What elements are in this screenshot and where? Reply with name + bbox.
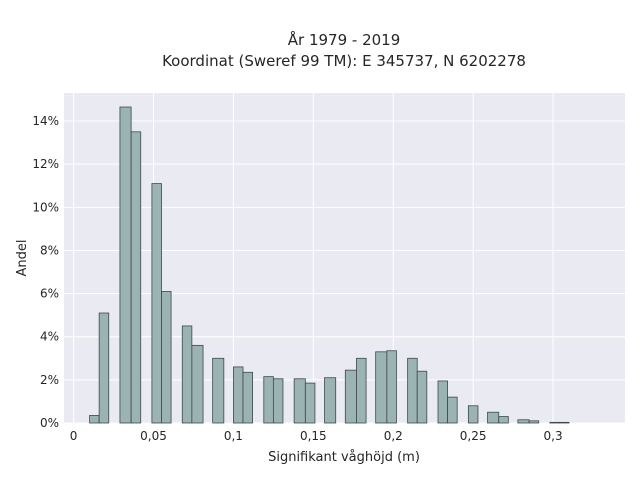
x-tick-label: 0,3	[544, 429, 563, 443]
y-tick-label: 8%	[40, 243, 59, 257]
y-axis-label: Andel	[15, 240, 30, 277]
histogram-bar	[89, 415, 100, 424]
x-axis-ticks: 0 0,05 0,1 0,15 0,2 0,25 0,3	[70, 429, 563, 443]
histogram-bar	[559, 421, 570, 424]
histogram-bar	[447, 396, 458, 424]
chart-title-line-2: Koordinat (Sweref 99 TM): E 345737, N 62…	[162, 52, 526, 70]
histogram-bar	[212, 357, 225, 424]
histogram-bar	[181, 325, 193, 424]
histogram-bar	[437, 380, 448, 424]
y-tick-label: 12%	[32, 157, 59, 171]
x-tick-label: 0,2	[384, 429, 403, 443]
y-tick-label: 0%	[40, 416, 59, 430]
histogram-bar	[233, 366, 244, 424]
x-tick-label: 0	[70, 429, 78, 443]
histogram-bar	[386, 350, 397, 424]
histogram-bar	[191, 344, 204, 424]
histogram-bar	[293, 378, 306, 424]
histogram-bar	[119, 106, 132, 424]
histogram-bar	[375, 351, 388, 424]
histogram-bar	[517, 419, 530, 424]
x-tick-label: 0,05	[140, 429, 167, 443]
histogram-bar	[487, 411, 500, 424]
x-tick-label: 0,1	[224, 429, 243, 443]
y-tick-label: 10%	[32, 200, 59, 214]
histogram-bar	[263, 376, 274, 424]
histogram-bar	[130, 131, 142, 424]
histogram-bar	[498, 416, 509, 424]
histogram-bar	[416, 370, 428, 424]
histogram-bar	[356, 357, 367, 424]
histogram-bar	[151, 183, 162, 424]
y-tick-label: 6%	[40, 287, 59, 301]
histogram-bar	[304, 382, 316, 424]
histogram-bar	[344, 369, 357, 424]
histogram-bar	[98, 312, 110, 424]
plot-area	[64, 93, 625, 423]
y-tick-label: 2%	[40, 373, 59, 387]
y-tick-label: 4%	[40, 330, 59, 344]
histogram-bar	[324, 377, 337, 424]
histogram-bar	[161, 291, 172, 424]
histogram-bar	[242, 371, 253, 424]
y-tick-label: 14%	[32, 114, 59, 128]
histogram-bar	[549, 421, 560, 424]
x-axis-label: Signifikant våghöjd (m)	[268, 450, 420, 465]
histogram-bar	[528, 420, 540, 424]
x-tick-label: 0,15	[300, 429, 327, 443]
x-tick-label: 0,25	[460, 429, 487, 443]
chart-title-line-1: År 1979 - 2019	[288, 30, 401, 49]
histogram-bar	[407, 357, 418, 424]
bar-series	[89, 106, 570, 424]
histogram-bar	[272, 378, 284, 424]
histogram-bar	[467, 405, 479, 424]
y-axis-ticks: 0% 2% 4% 6% 8% 10% 12% 14%	[32, 114, 59, 430]
